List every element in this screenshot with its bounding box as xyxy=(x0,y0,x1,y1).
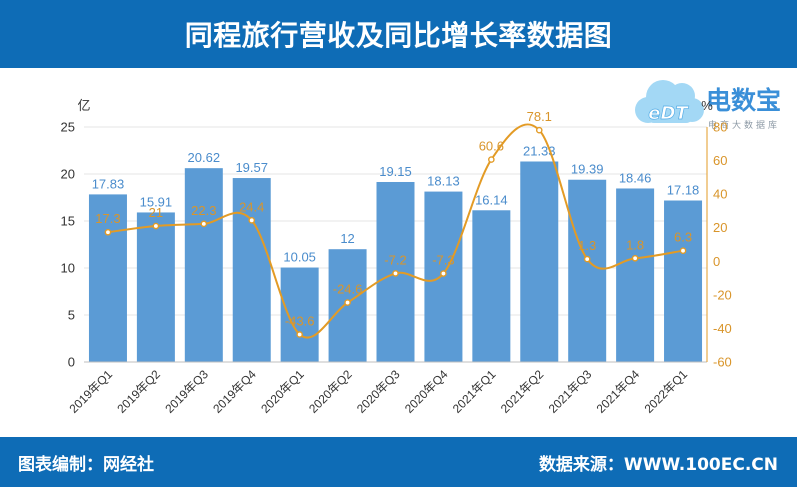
revenue-label-5: 10.05 xyxy=(283,250,316,265)
growth-point-12 xyxy=(631,254,639,262)
y2-axis-unit: % xyxy=(701,98,713,113)
revenue-label-9: 16.14 xyxy=(475,192,508,207)
revenue-label-8: 18.13 xyxy=(427,174,460,189)
revenue-bar-1 xyxy=(88,194,127,362)
y-tick-label-0: 0 xyxy=(68,355,75,370)
revenue-label-1: 17.83 xyxy=(92,176,125,191)
growth-label-12: 1.8 xyxy=(626,237,644,252)
logo-tagline: 电商大数据库 xyxy=(708,119,780,131)
footer-bar: 图表编制：网经社 数据来源：WWW.100EC.CN xyxy=(0,437,797,487)
revenue-label-13: 17.18 xyxy=(667,183,700,198)
y2-tick-label-3: 0 xyxy=(713,254,720,269)
growth-point-9 xyxy=(488,156,495,163)
y2-tick-label-5: 40 xyxy=(713,187,727,202)
growth-label-13: 6.3 xyxy=(674,230,692,245)
x-tick-label-10: 2021年Q2 xyxy=(498,367,547,416)
revenue-label-2: 15.91 xyxy=(140,194,173,209)
growth-label-1: 17.3 xyxy=(95,211,120,226)
chart-credit: 图表编制：网经社 xyxy=(18,454,154,475)
y-tick-label-5: 5 xyxy=(68,308,75,323)
revenue-label-7: 19.15 xyxy=(379,164,412,179)
dianshubao-logo: eDT 电数宝 电商大数据库 xyxy=(626,72,792,134)
growth-point-5 xyxy=(296,331,303,338)
x-tick-label-7: 2020年Q3 xyxy=(354,367,403,416)
revenue-label-10: 21.33 xyxy=(523,143,556,158)
y-axis-unit: 亿 xyxy=(77,98,90,113)
revenue-bar-4 xyxy=(232,178,271,362)
growth-point-7 xyxy=(392,270,399,277)
revenue-label-11: 19.39 xyxy=(571,162,604,177)
growth-point-8 xyxy=(440,270,447,277)
y2-tick-label-6: 60 xyxy=(713,153,727,168)
growth-label-8: -7.3 xyxy=(432,253,454,268)
growth-point-11 xyxy=(583,255,591,263)
revenue-bar-2 xyxy=(136,212,175,362)
growth-point-6 xyxy=(344,299,351,306)
x-tick-label-8: 2020年Q4 xyxy=(402,367,451,416)
revenue-bar-11 xyxy=(568,179,607,362)
growth-point-13 xyxy=(679,247,687,255)
revenue-bar-5 xyxy=(280,267,319,362)
x-tick-label-5: 2020年Q1 xyxy=(258,367,307,416)
x-tick-label-6: 2020年Q2 xyxy=(306,367,355,416)
x-tick-label-13: 2022年Q1 xyxy=(642,367,691,416)
y2-tick-label-1: -40 xyxy=(713,321,732,336)
revenue-label-3: 20.62 xyxy=(188,150,221,165)
x-tick-label-3: 2019年Q3 xyxy=(162,367,211,416)
cloud-shape xyxy=(635,80,704,123)
growth-label-10: 78.1 xyxy=(527,109,552,124)
growth-label-5: -43.6 xyxy=(285,313,315,328)
y2-tick-label-2: -20 xyxy=(713,287,732,302)
growth-point-3 xyxy=(200,220,208,228)
revenue-bar-3 xyxy=(184,168,223,362)
x-tick-label-2: 2019年Q2 xyxy=(114,367,163,416)
growth-label-3: 22.3 xyxy=(191,203,216,218)
growth-label-2: 21 xyxy=(149,205,163,220)
growth-label-6: -24.6 xyxy=(333,282,363,297)
x-tick-label-1: 2019年Q1 xyxy=(66,367,115,416)
growth-label-9: 60.6 xyxy=(479,139,504,154)
growth-point-2 xyxy=(152,222,160,230)
y-tick-label-20: 20 xyxy=(61,167,75,182)
revenue-bar-13 xyxy=(664,200,703,362)
growth-label-4: 24.4 xyxy=(239,199,264,214)
revenue-label-4: 19.57 xyxy=(235,160,268,175)
data-source: 数据来源：WWW.100EC.CN xyxy=(538,454,778,475)
y-tick-label-15: 15 xyxy=(61,214,75,229)
growth-rate-line xyxy=(107,123,684,339)
revenue-bar-10 xyxy=(520,161,559,362)
x-tick-label-9: 2021年Q1 xyxy=(450,367,499,416)
revenue-bar-9 xyxy=(472,210,511,362)
x-tick-label-12: 2021年Q4 xyxy=(594,367,643,416)
x-tick-label-4: 2019年Q4 xyxy=(210,367,259,416)
growth-point-1 xyxy=(104,228,112,236)
x-tick-label-11: 2021年Q3 xyxy=(546,367,595,416)
y2-tick-label-0: -60 xyxy=(713,355,732,370)
y-tick-label-10: 10 xyxy=(61,261,75,276)
logo-mark: eDT xyxy=(648,103,689,124)
growth-label-11: 1.3 xyxy=(578,238,596,253)
y2-tick-label-4: 20 xyxy=(713,220,727,235)
logo-name: 电数宝 xyxy=(706,86,781,115)
title-bar: 同程旅行营收及同比增长率数据图 xyxy=(0,0,797,68)
y2-tick-label-7: 80 xyxy=(713,120,727,135)
revenue-label-6: 12 xyxy=(340,231,354,246)
y-tick-label-25: 25 xyxy=(61,120,75,135)
growth-label-7: -7.2 xyxy=(384,252,406,267)
revenue-label-12: 18.46 xyxy=(619,170,652,185)
revenue-bar-12 xyxy=(616,188,655,362)
growth-point-10 xyxy=(535,126,543,134)
chart-title: 同程旅行营收及同比增长率数据图 xyxy=(184,19,613,52)
cloud-logo-icon: eDT 电数宝 电商大数据库 xyxy=(635,80,781,131)
growth-point-4 xyxy=(248,217,256,224)
